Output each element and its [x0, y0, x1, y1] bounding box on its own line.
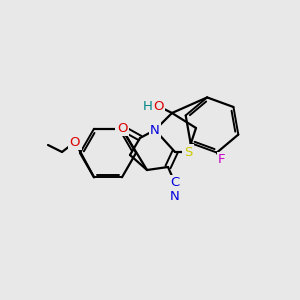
Text: O: O — [117, 122, 127, 134]
Text: N: N — [170, 190, 180, 203]
Text: S: S — [184, 146, 192, 158]
Text: C: C — [170, 176, 180, 190]
Text: F: F — [218, 153, 226, 166]
Text: O: O — [70, 136, 80, 148]
Text: O: O — [153, 100, 163, 112]
Text: H: H — [143, 100, 153, 112]
Text: N: N — [150, 124, 160, 136]
